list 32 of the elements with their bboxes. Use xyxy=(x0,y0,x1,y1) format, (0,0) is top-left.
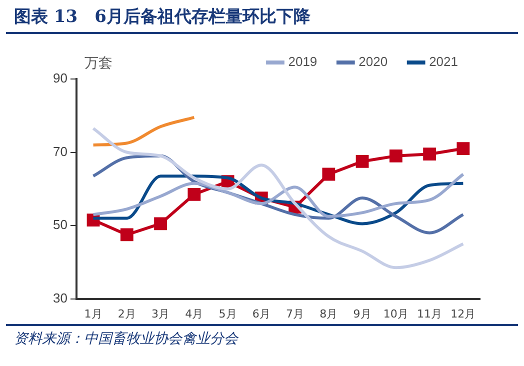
x-tick-label: 12月 xyxy=(450,307,476,320)
x-tick-label: 4月 xyxy=(185,307,204,320)
point xyxy=(356,154,369,168)
point xyxy=(120,228,134,242)
x-tick-label: 5月 xyxy=(218,307,237,320)
text: 资料来源：中国畜牧业协会禽业分会 xyxy=(14,330,240,348)
x-tick-label: 11月 xyxy=(417,307,442,320)
x-tick-label: 10月 xyxy=(383,307,408,320)
point xyxy=(154,217,167,230)
x-tick-label: 9月 xyxy=(353,307,372,320)
y-axis-title: 万套 xyxy=(84,56,112,72)
x-tick-label: 6月 xyxy=(252,307,270,320)
legend-label: 2019 xyxy=(288,54,318,70)
point xyxy=(188,188,201,201)
y-tick-label: 30 xyxy=(52,290,68,306)
point xyxy=(389,149,402,162)
legend-label: 2021 xyxy=(429,54,458,70)
x-tick-label: 8月 xyxy=(320,307,338,320)
y-tick-label: 90 xyxy=(52,70,68,86)
line-series xyxy=(92,116,196,146)
point xyxy=(423,148,436,161)
line-series xyxy=(92,126,465,270)
point xyxy=(322,168,336,181)
x-tick-label: 1月 xyxy=(84,307,102,320)
y-tick-label: 50 xyxy=(52,217,68,232)
chart-title: 图表 13 6月后备祖代存栏量环比下降 xyxy=(6,0,518,34)
x-tick-label: 3月 xyxy=(152,307,170,320)
y-tick-label: 70 xyxy=(52,144,68,159)
point xyxy=(456,142,470,156)
legend-label: 2020 xyxy=(358,54,388,70)
x-tick-label: 7月 xyxy=(286,307,304,320)
x-tick-label: 2月 xyxy=(118,307,136,320)
